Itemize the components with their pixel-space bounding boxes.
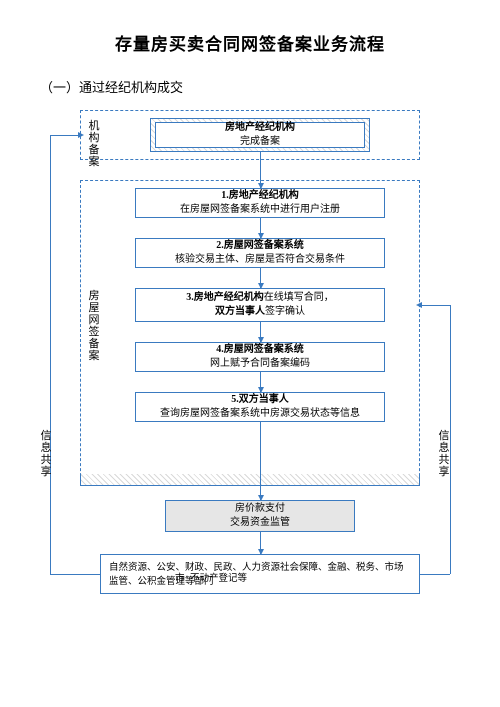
node-n3: 3.房地产经纪机构在线填写合同， 双方当事人签字确认 bbox=[135, 288, 385, 322]
loop-left-h2 bbox=[50, 135, 80, 136]
node-n2: 2.房屋网签备案系统 核验交易主体、房屋是否符合交易条件 bbox=[135, 238, 385, 268]
node-n0: 房地产经纪机构 完成备案 bbox=[155, 122, 365, 148]
node-n7-center-overlay: 不动产登记等 bbox=[190, 570, 247, 584]
loop-left-label: 信息共享 bbox=[40, 430, 52, 478]
group-net-sign bbox=[80, 180, 420, 486]
group-org-filing-label: 机构备案 bbox=[88, 120, 100, 168]
node-n3-line1: 3.房地产经纪机构在线填写合同， bbox=[142, 291, 378, 306]
loop-right-v bbox=[450, 305, 451, 574]
group2-bottom-hatch bbox=[80, 474, 420, 486]
node-n0-body: 完成备案 bbox=[162, 135, 358, 150]
loop-right-h1 bbox=[420, 574, 450, 575]
edge-n5-n6 bbox=[260, 422, 261, 500]
loop-right-label: 信息共享 bbox=[438, 430, 450, 478]
loop-right-h2 bbox=[420, 305, 450, 306]
page-subtitle: （一）通过经纪机构成交 bbox=[40, 77, 460, 96]
node-n1: 1.房地产经纪机构 在房屋网签备案系统中进行用户注册 bbox=[135, 188, 385, 218]
loop-left-v bbox=[50, 135, 51, 574]
node-n7-line1: 自然资源、公安、财政、民政、人力资源社会保障、金融、税务、市场监管、公积金管理等… bbox=[109, 563, 404, 587]
node-n4-head: 4.房屋网签备案系统 bbox=[142, 343, 378, 358]
node-n7: 自然资源、公安、财政、民政、人力资源社会保障、金融、税务、市场监管、公积金管理等… bbox=[100, 554, 420, 594]
node-n2-body: 核验交易主体、房屋是否符合交易条件 bbox=[142, 253, 378, 268]
node-n5-body: 查询房屋网签备案系统中房源交易状态等信息 bbox=[142, 407, 378, 422]
flowchart-canvas: 机构备案 房地产经纪机构 完成备案 房屋网签备案 1.房地产经纪机构 在房屋网签… bbox=[40, 110, 460, 690]
node-n5-head: 5.双方当事人 bbox=[142, 393, 378, 408]
node-n2-head: 2.房屋网签备案系统 bbox=[142, 239, 378, 254]
node-n3-line2: 双方当事人签字确认 bbox=[142, 305, 378, 320]
edge-n1-n2 bbox=[260, 218, 261, 238]
edge-n6-n7 bbox=[260, 532, 261, 554]
loop-left-h1 bbox=[50, 574, 100, 575]
edge-n3-n4 bbox=[260, 322, 261, 342]
node-n1-head: 1.房地产经纪机构 bbox=[142, 189, 378, 204]
group-net-sign-label: 房屋网签备案 bbox=[88, 290, 100, 363]
node-n0-head: 房地产经纪机构 bbox=[162, 121, 358, 136]
node-n4: 4.房屋网签备案系统 网上赋予合同备案编码 bbox=[135, 342, 385, 372]
node-n6-line1: 房价款支付 bbox=[172, 502, 348, 517]
node-n7-overlap-char: 市 bbox=[175, 570, 185, 584]
node-n4-body: 网上赋予合同备案编码 bbox=[142, 357, 378, 372]
node-n6: 房价款支付 交易资金监管 bbox=[165, 500, 355, 532]
node-n1-body: 在房屋网签备案系统中进行用户注册 bbox=[142, 203, 378, 218]
loop-left-head bbox=[78, 132, 84, 138]
loop-right-head bbox=[416, 302, 422, 308]
page-title: 存量房买卖合同网签备案业务流程 bbox=[40, 30, 460, 55]
node-n5: 5.双方当事人 查询房屋网签备案系统中房源交易状态等信息 bbox=[135, 392, 385, 422]
edge-n2-n3 bbox=[260, 268, 261, 288]
edge-n4-n5 bbox=[260, 372, 261, 392]
node-n6-line2: 交易资金监管 bbox=[172, 516, 348, 531]
